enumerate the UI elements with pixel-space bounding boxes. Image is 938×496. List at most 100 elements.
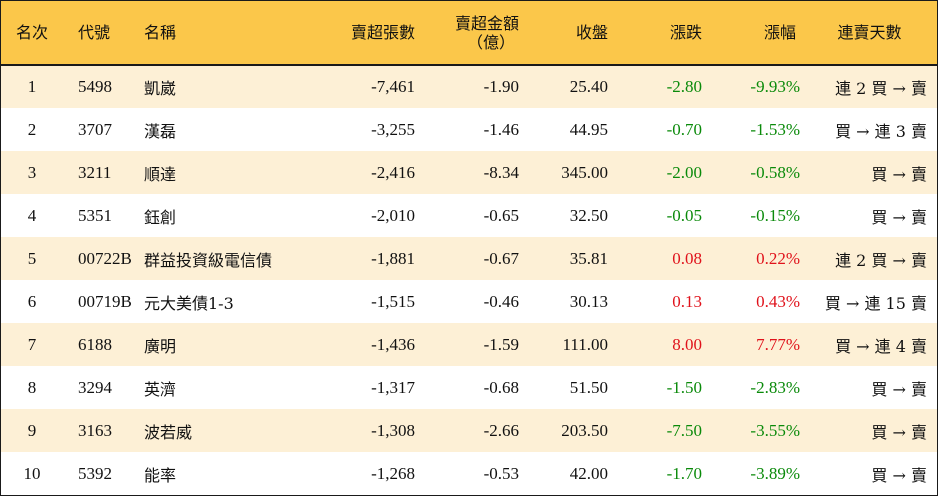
table-row: 1 5498 凱崴 -7,461 -1.90 25.40 -2.80 -9.93…	[1, 65, 937, 108]
net-sell-volume-cell: -1,881	[371, 248, 415, 268]
table-row: 8 3294 英濟 -1,317 -0.68 51.50 -1.50 -2.83…	[1, 366, 937, 409]
code-cell: 3294	[78, 377, 112, 397]
code-cell: 00722B	[78, 248, 132, 268]
net-sell-amount-cell: -0.68	[483, 377, 519, 397]
name-cell: 英濟	[144, 379, 177, 399]
change-pct-cell: 7.77%	[756, 334, 800, 354]
header-streak: 連賣天數	[802, 1, 937, 66]
table-body: 1 5498 凱崴 -7,461 -1.90 25.40 -2.80 -9.93…	[1, 65, 937, 495]
code-cell: 6188	[78, 334, 112, 354]
close-price-cell: 25.40	[569, 77, 608, 96]
name-cell: 元大美債1-3	[144, 293, 234, 313]
change-pct-cell: -0.15%	[750, 205, 800, 225]
name-cell: 鈺創	[144, 207, 177, 227]
net-sell-amount-cell: -0.46	[483, 291, 519, 311]
rank-cell: 10	[23, 463, 41, 483]
header-net-sell-amount-line2: （億）	[466, 32, 515, 52]
streak-cell: 連 2 買 → 賣	[835, 250, 927, 270]
change-pct-cell: 0.43%	[756, 291, 800, 311]
close-price-cell: 44.95	[569, 119, 608, 139]
close-price-cell: 345.00	[561, 162, 608, 182]
change-cell: -2.80	[666, 77, 702, 96]
code-cell: 00719B	[78, 291, 132, 311]
change-cell: -7.50	[666, 420, 702, 440]
net-sell-volume-cell: -2,416	[371, 162, 415, 182]
rank-cell: 2	[27, 119, 37, 139]
net-sell-volume-cell: -3,255	[371, 119, 415, 139]
header-row: 名次 代號 名稱 賣超張數 賣超金額 （億） 收盤 漲跌 漲幅 連賣天數	[1, 1, 937, 66]
change-pct-cell: -3.55%	[750, 420, 800, 440]
change-cell: -0.70	[666, 119, 702, 139]
change-cell: -1.70	[666, 463, 702, 483]
table-row: 7 6188 廣明 -1,436 -1.59 111.00 8.00 7.77%…	[1, 323, 937, 366]
code-cell: 3211	[78, 162, 112, 182]
streak-cell: 買 → 賣	[871, 422, 927, 442]
code-cell: 5351	[78, 205, 112, 225]
change-cell: 0.13	[672, 291, 702, 311]
change-pct-cell: -9.93%	[750, 77, 800, 96]
change-cell: -1.50	[666, 377, 702, 397]
rank-cell: 1	[27, 77, 37, 96]
code-cell: 5498	[78, 77, 112, 96]
code-cell: 3163	[78, 420, 112, 440]
net-sell-volume-cell: -1,436	[371, 334, 415, 354]
net-sell-amount-cell: -1.59	[483, 334, 519, 354]
change-pct-cell: -0.58%	[750, 162, 800, 182]
header-change-pct: 漲幅	[708, 1, 802, 66]
name-cell: 能率	[144, 465, 177, 485]
header-code: 代號	[63, 1, 144, 66]
header-close: 收盤	[525, 1, 614, 66]
net-sell-amount-cell: -0.65	[483, 205, 519, 225]
net-sell-amount-cell: -1.90	[483, 77, 519, 96]
streak-cell: 買 → 賣	[871, 164, 927, 184]
net-sell-volume-cell: -1,515	[371, 291, 415, 311]
streak-cell: 買 → 連 3 賣	[835, 121, 927, 141]
rank-cell: 4	[27, 205, 37, 225]
streak-cell: 買 → 賣	[871, 207, 927, 227]
streak-cell: 連 2 買 → 賣	[835, 79, 927, 98]
rank-cell: 3	[27, 162, 37, 182]
code-cell: 3707	[78, 119, 112, 139]
net-sell-amount-cell: -1.46	[483, 119, 519, 139]
header-name: 名稱	[144, 1, 318, 66]
net-sell-amount-cell: -0.53	[483, 463, 519, 483]
streak-cell: 買 → 賣	[871, 379, 927, 399]
net-sell-amount-cell: -0.67	[483, 248, 519, 268]
rank-cell: 6	[27, 291, 37, 311]
rank-cell: 9	[27, 420, 37, 440]
table-row: 3 3211 順達 -2,416 -8.34 345.00 -2.00 -0.5…	[1, 151, 937, 194]
header-net-sell-amount-line1: 賣超金額	[454, 13, 519, 33]
name-cell: 漢磊	[144, 121, 177, 141]
change-pct-cell: -1.53%	[750, 119, 800, 139]
header-rank: 名次	[1, 1, 63, 66]
change-cell: -0.05	[666, 205, 702, 225]
rank-cell: 8	[27, 377, 37, 397]
close-price-cell: 203.50	[561, 420, 608, 440]
net-sell-volume-cell: -2,010	[371, 205, 415, 225]
net-sell-amount-cell: -2.66	[483, 420, 519, 440]
name-cell: 群益投資級電信債	[144, 250, 273, 270]
close-price-cell: 111.00	[562, 334, 609, 354]
rank-cell: 7	[27, 334, 37, 354]
streak-cell: 買 → 連 4 賣	[835, 336, 927, 356]
close-price-cell: 51.50	[569, 377, 608, 397]
change-pct-cell: -2.83%	[750, 377, 800, 397]
table-row: 5 00722B 群益投資級電信債 -1,881 -0.67 35.81 0.0…	[1, 237, 937, 280]
close-price-cell: 32.50	[569, 205, 608, 225]
net-sell-volume-cell: -7,461	[371, 77, 415, 96]
net-sell-volume-cell: -1,268	[371, 463, 415, 483]
change-cell: 8.00	[672, 334, 702, 354]
change-cell: -2.00	[666, 162, 702, 182]
change-pct-cell: 0.22%	[756, 248, 800, 268]
header-change: 漲跌	[614, 1, 708, 66]
header-net-sell-amount: 賣超金額 （億）	[421, 1, 525, 66]
table-row: 6 00719B 元大美債1-3 -1,515 -0.46 30.13 0.13…	[1, 280, 937, 323]
name-cell: 波若威	[144, 422, 193, 442]
close-price-cell: 30.13	[569, 291, 608, 311]
net-sell-volume-cell: -1,308	[371, 420, 415, 440]
streak-cell: 買 → 賣	[871, 465, 927, 485]
change-cell: 0.08	[672, 248, 702, 268]
table-row: 2 3707 漢磊 -3,255 -1.46 44.95 -0.70 -1.53…	[1, 108, 937, 151]
